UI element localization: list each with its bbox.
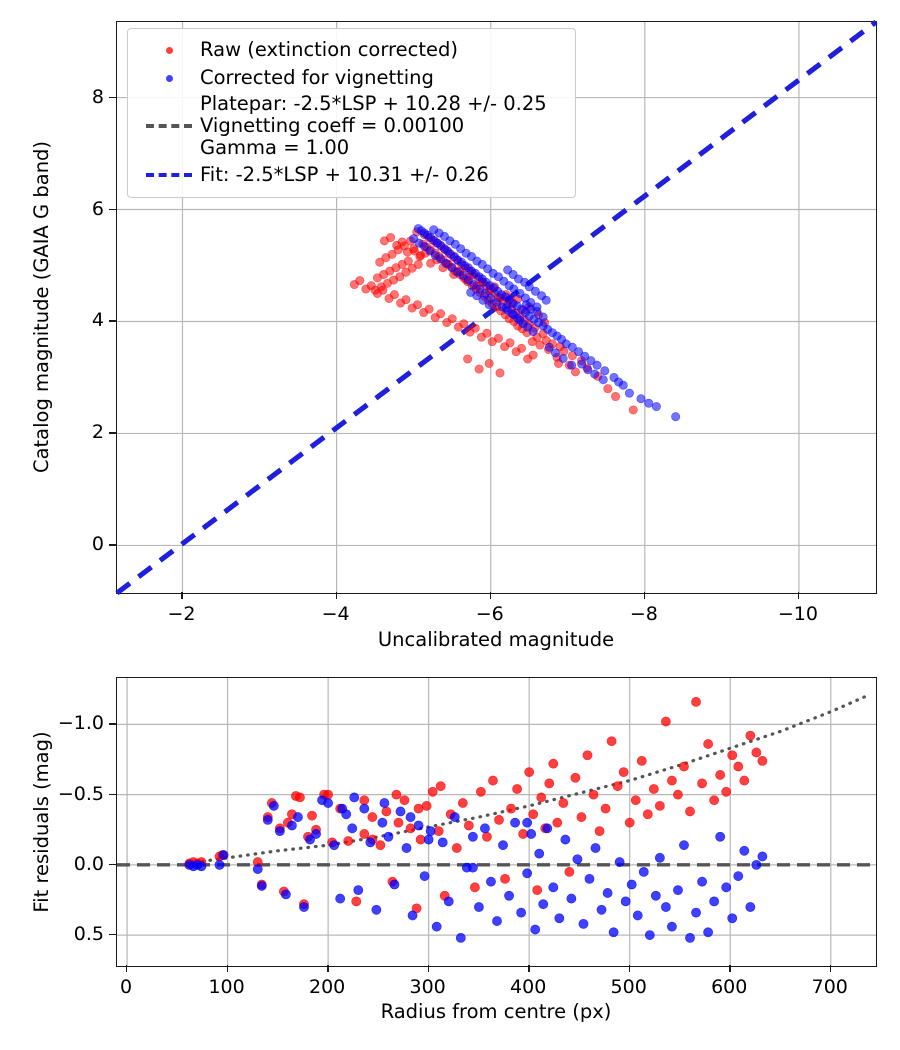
y-tick-mark (109, 934, 116, 936)
y-tick-label: 0.0 (73, 852, 104, 875)
y-tick-label: 4 (91, 309, 104, 332)
x-tick-mark (489, 592, 492, 599)
legend-handle-platepar (138, 92, 200, 161)
legend-box: Raw (extinction corrected) Corrected for… (127, 28, 576, 198)
x-tick-label: 300 (409, 976, 446, 998)
y-tick-label: 6 (91, 197, 104, 220)
x-tick-label: −6 (475, 603, 504, 625)
x-tick-mark (628, 965, 631, 972)
y-tick-label: −1.0 (57, 712, 104, 735)
x-tick-label: −8 (629, 603, 658, 625)
y-tick-label: 8 (91, 85, 104, 108)
legend-label-fit: Fit: -2.5*LSP + 10.31 +/- 0.26 (200, 162, 489, 186)
y-tick-label: −0.5 (57, 782, 104, 805)
x-tick-mark (829, 965, 832, 972)
legend-label-platepar-line1: Platepar: -2.5*LSP + 10.28 +/- 0.25 (200, 92, 547, 115)
y-tick-mark (109, 96, 116, 98)
y-tick-mark (109, 544, 116, 546)
dot-red-icon (165, 46, 173, 54)
y-tick-mark (109, 432, 116, 434)
x-tick-label: 600 (711, 976, 748, 998)
x-tick-mark (126, 965, 128, 972)
y-tick-mark (109, 208, 116, 210)
dot-blue-icon (165, 74, 173, 82)
legend-entry-corrected: Corrected for vignetting (138, 64, 565, 92)
y-tick-mark (109, 320, 116, 322)
x-tick-mark (643, 592, 646, 599)
y-tick-label: 2 (91, 421, 104, 444)
bottom-plot-y-axis-title: Fit residuals (mag) (30, 731, 53, 913)
x-tick-mark (528, 965, 530, 972)
dashed-blue-line-icon (146, 172, 192, 177)
legend-label-platepar-line2: Vignetting coeff = 0.00100 (200, 114, 465, 138)
x-tick-mark (427, 965, 430, 972)
y-tick-mark (109, 793, 116, 795)
y-tick-mark (109, 723, 116, 725)
y-tick-label: 0 (91, 533, 104, 556)
x-tick-mark (181, 592, 183, 599)
x-tick-mark (327, 965, 329, 972)
x-tick-label: 0 (120, 976, 133, 998)
legend-entry-platepar: Platepar: -2.5*LSP + 10.28 +/- 0.25 Vign… (138, 92, 565, 161)
x-tick-label: 700 (811, 976, 848, 998)
x-tick-mark (226, 965, 228, 972)
legend-handle-fit (138, 161, 200, 189)
legend-label-platepar-stack: Platepar: -2.5*LSP + 10.28 +/- 0.25 Vign… (200, 92, 547, 161)
legend-entry-raw: Raw (extinction corrected) (138, 36, 565, 64)
y-tick-label: 0.5 (73, 923, 104, 946)
dashed-gray-line-icon (146, 124, 192, 129)
legend-label-corrected: Corrected for vignetting (200, 65, 434, 89)
x-tick-mark (797, 592, 800, 599)
legend-handle-corrected (138, 64, 200, 92)
x-tick-mark (335, 592, 337, 599)
x-tick-mark (729, 965, 731, 972)
y-tick-mark (109, 863, 116, 866)
legend-entry-fit: Fit: -2.5*LSP + 10.31 +/- 0.26 (138, 161, 565, 189)
fit-residuals-plot (116, 677, 877, 967)
bottom-plot-x-axis-title: Radius from centre (px) (380, 1000, 612, 1023)
legend-label-platepar-line3: Gamma = 1.00 (200, 136, 350, 160)
x-tick-label: −4 (321, 603, 350, 625)
x-tick-label: 100 (208, 976, 245, 998)
top-plot-y-axis-title: Catalog magnitude (GAIA G band) (30, 140, 53, 474)
legend-handle-raw (138, 36, 200, 64)
x-tick-label: 500 (610, 976, 647, 998)
top-plot-x-axis-title: Uncalibrated magnitude (377, 628, 615, 651)
x-tick-label: −10 (777, 603, 818, 625)
x-tick-label: 200 (308, 976, 346, 998)
fit-residuals-canvas (117, 678, 876, 966)
x-tick-label: 400 (510, 976, 547, 998)
x-tick-label: −2 (167, 603, 196, 625)
legend-label-raw: Raw (extinction corrected) (200, 37, 458, 61)
